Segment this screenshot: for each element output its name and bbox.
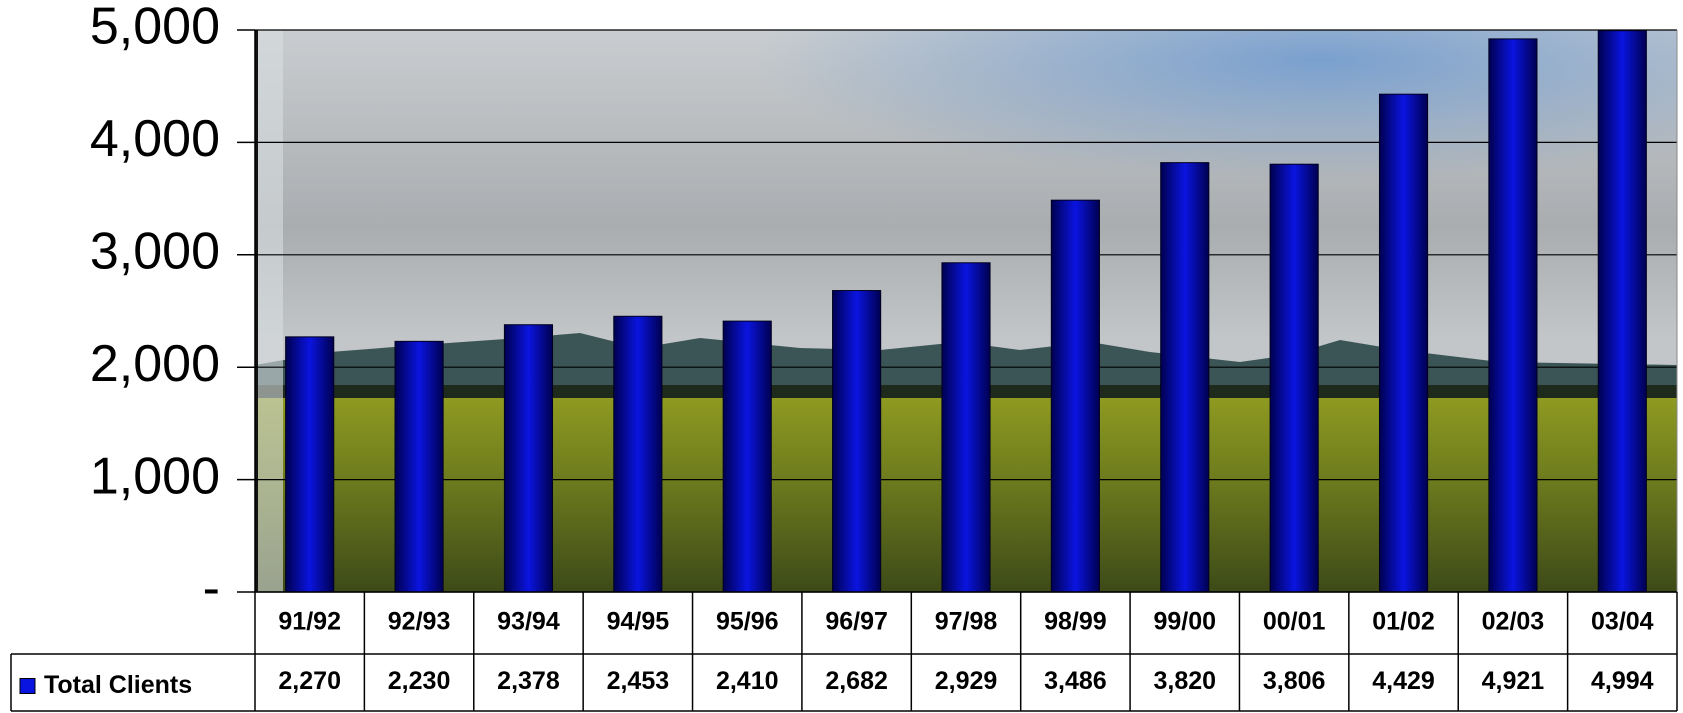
bar: [1160, 162, 1210, 593]
bar: [1597, 30, 1647, 593]
x-tick-label: 98/99: [1044, 608, 1107, 636]
y-tick-label: -: [203, 560, 220, 618]
value-label: 2,682: [825, 667, 888, 695]
value-label: 3,806: [1263, 667, 1326, 695]
value-label: 2,270: [278, 667, 341, 695]
x-tick-label: 93/94: [497, 608, 560, 636]
value-label: 2,410: [716, 667, 779, 695]
value-label: 3,820: [1153, 667, 1216, 695]
y-tick-label: 4,000: [90, 110, 220, 168]
data-table: 91/92 92/93 93/94 94/95 95/96 96/97 97/98 98/99…: [10, 591, 1678, 712]
value-label: 2,929: [935, 667, 998, 695]
x-tick-label: 99/00: [1153, 608, 1216, 636]
bar: [1378, 93, 1429, 593]
legend-label: Total Clients: [44, 671, 192, 699]
value-label: 2,453: [607, 667, 670, 695]
bar: [394, 340, 444, 593]
value-label: 3,486: [1044, 667, 1107, 695]
x-tick-label: 00/01: [1263, 608, 1326, 636]
value-label: 2,378: [497, 667, 560, 695]
value-label: 2,230: [388, 667, 451, 695]
bar: [722, 320, 772, 593]
bars: [285, 30, 1647, 593]
x-tick-label: 97/98: [935, 608, 998, 636]
value-label: 4,994: [1591, 667, 1654, 695]
bar: [1269, 163, 1319, 593]
bar: [1488, 38, 1538, 593]
legend-swatch: [19, 678, 36, 694]
x-tick-label: 96/97: [825, 608, 888, 636]
y-tick-label: 3,000: [90, 223, 220, 281]
x-tick-label: 95/96: [716, 608, 779, 636]
value-label: 4,429: [1372, 667, 1435, 695]
x-tick-label: 94/95: [607, 608, 670, 636]
x-tick-label: 91/92: [278, 608, 341, 636]
y-tick-label: 5,000: [90, 0, 220, 56]
x-tick-label: 03/04: [1591, 608, 1654, 636]
x-tick-label: 92/93: [388, 608, 451, 636]
bar: [941, 262, 991, 593]
value-label: 4,921: [1482, 667, 1545, 695]
x-tick-label: 02/03: [1482, 608, 1545, 636]
x-tick-label: 01/02: [1372, 608, 1435, 636]
bar: [1050, 199, 1100, 593]
bar: [613, 315, 663, 593]
bar: [832, 290, 882, 593]
bar: [285, 336, 335, 593]
y-tick-label: 2,000: [90, 335, 220, 393]
bar: [503, 324, 554, 593]
y-tick-label: 1,000: [90, 447, 220, 505]
